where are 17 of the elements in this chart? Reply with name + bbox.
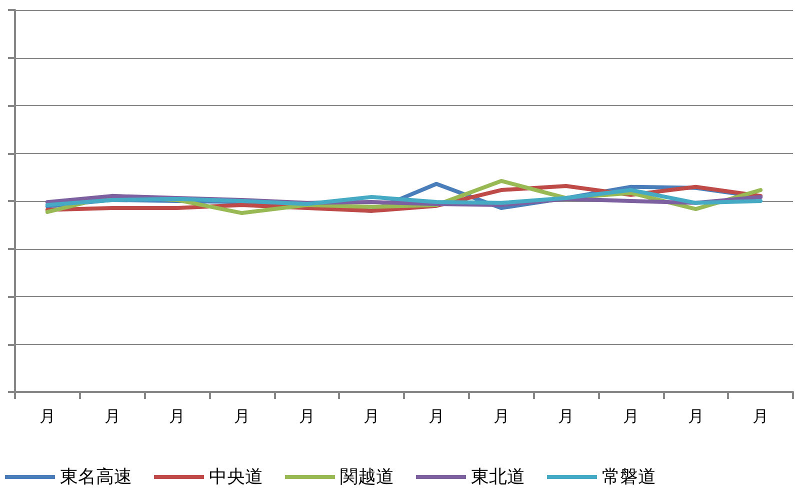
x-tick-label: 月 (169, 406, 186, 426)
legend-label: 東北道 (471, 466, 525, 488)
x-tick-label: 月 (104, 406, 120, 426)
x-tick-label: 月 (752, 406, 769, 426)
x-tick-label: 月 (364, 406, 380, 426)
x-tick-label: 月 (428, 406, 444, 426)
legend-label: 中央道 (209, 466, 263, 488)
x-tick-label: 月 (688, 406, 704, 426)
legend-label: 関越道 (340, 466, 394, 488)
x-tick-label: 月 (558, 406, 574, 426)
legend-label: 常磐道 (602, 466, 656, 488)
x-tick-label: 月 (234, 406, 250, 426)
x-tick-label: 月 (39, 406, 56, 426)
legend-label: 東名高速 (60, 466, 132, 488)
x-tick-label: 月 (493, 406, 510, 426)
x-tick-label: 月 (622, 406, 639, 426)
x-tick-label: 月 (298, 406, 315, 426)
